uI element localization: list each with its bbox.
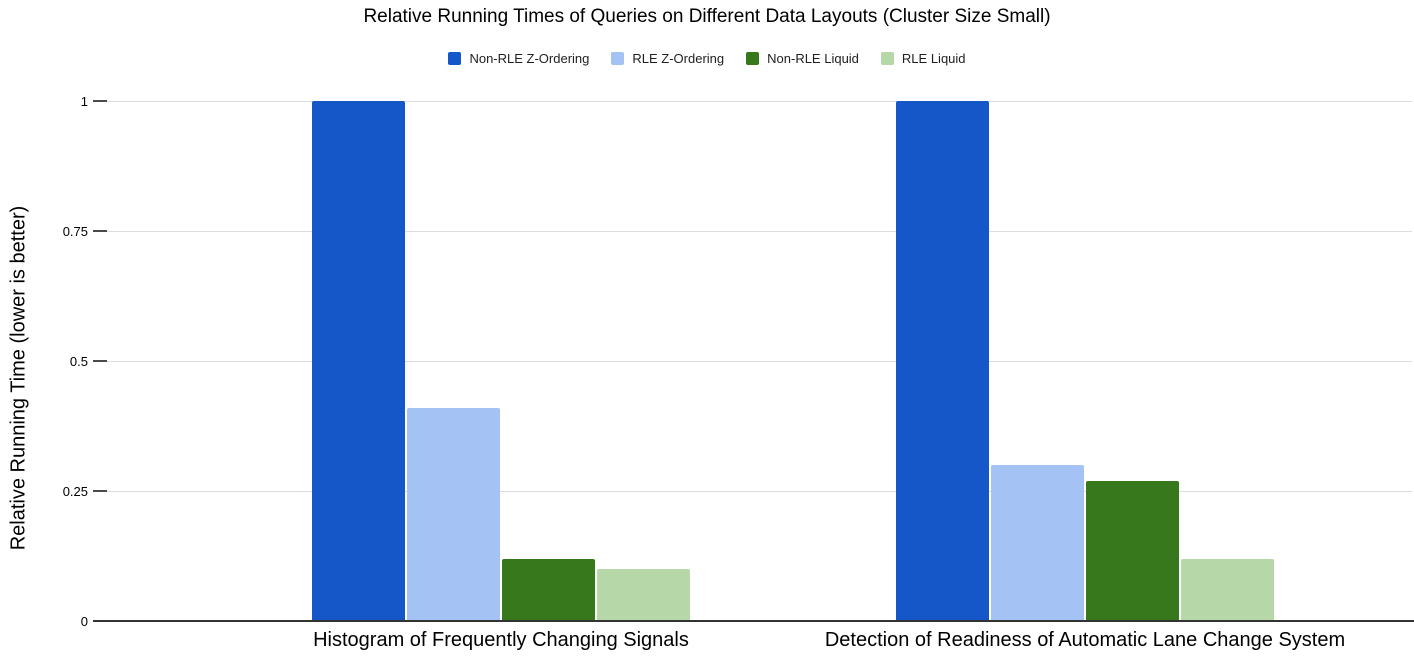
- legend-label: RLE Z-Ordering: [632, 51, 725, 66]
- y-tick-label: 0.5: [69, 354, 88, 369]
- category-label: Histogram of Frequently Changing Signals: [313, 629, 689, 651]
- legend-label: Non-RLE Z-Ordering: [469, 51, 590, 66]
- bar: [502, 558, 595, 621]
- bar: [1181, 558, 1274, 621]
- legend-label: RLE Liquid: [901, 51, 966, 66]
- chart-title: Relative Running Times of Queries on Dif…: [363, 6, 1051, 27]
- gridline: [107, 231, 1412, 232]
- legend-item: RLE Z-Ordering: [611, 51, 724, 66]
- bar: [991, 465, 1084, 621]
- legend-swatch-icon: [880, 52, 894, 65]
- bar: [312, 101, 405, 621]
- legend-item: Non-RLE Liquid: [746, 51, 859, 66]
- bar: [896, 101, 989, 621]
- category-label: Detection of Readiness of Automatic Lane…: [824, 629, 1346, 651]
- y-tick-label: 0: [80, 614, 88, 629]
- gridline: [107, 491, 1412, 492]
- gridline: [107, 101, 1412, 102]
- legend-label: Non-RLE Liquid: [767, 51, 859, 66]
- legend-swatch-icon: [448, 52, 462, 65]
- y-tick: [93, 360, 107, 362]
- legend: Non-RLE Z-Ordering RLE Z-Ordering Non-RLE …: [0, 51, 1414, 66]
- legend-item: RLE Liquid: [880, 51, 966, 66]
- y-tick-label: 0.25: [62, 484, 88, 499]
- y-tick: [93, 100, 107, 102]
- bar: [407, 407, 500, 621]
- bar: [1086, 480, 1179, 621]
- legend-item: Non-RLE Z-Ordering: [448, 51, 589, 66]
- gridline: [107, 361, 1412, 362]
- x-axis-baseline: [93, 620, 1414, 622]
- y-tick: [93, 490, 107, 492]
- legend-swatch-icon: [611, 52, 625, 65]
- y-tick-label: 1: [80, 94, 88, 109]
- bar: [597, 569, 690, 621]
- y-axis-title: Relative Running Time (lower is better): [7, 205, 30, 551]
- y-tick-label: 0.75: [62, 224, 88, 239]
- legend-swatch-icon: [746, 52, 760, 65]
- y-tick: [93, 230, 107, 232]
